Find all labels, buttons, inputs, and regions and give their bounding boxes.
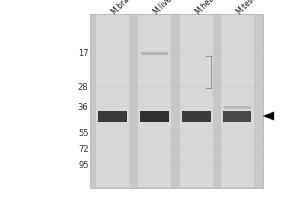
Bar xyxy=(220,15,254,187)
Polygon shape xyxy=(263,112,274,120)
Text: 95: 95 xyxy=(78,160,88,170)
Bar xyxy=(96,15,129,187)
Text: M.testis: M.testis xyxy=(234,0,262,16)
Text: 28: 28 xyxy=(78,83,88,92)
Bar xyxy=(224,106,250,109)
Bar xyxy=(138,15,171,187)
Text: 72: 72 xyxy=(78,144,88,154)
Bar xyxy=(141,52,168,55)
Text: 36: 36 xyxy=(78,102,88,112)
Bar xyxy=(140,110,169,122)
Text: 17: 17 xyxy=(78,48,88,58)
Text: M.liver: M.liver xyxy=(152,0,176,16)
Bar xyxy=(182,110,211,122)
Bar xyxy=(98,110,127,122)
Text: 55: 55 xyxy=(78,129,88,138)
Bar xyxy=(223,110,251,122)
Bar xyxy=(180,15,213,187)
Text: M.brain: M.brain xyxy=(110,0,136,16)
Text: M.heart: M.heart xyxy=(194,0,221,16)
Bar xyxy=(90,14,262,188)
